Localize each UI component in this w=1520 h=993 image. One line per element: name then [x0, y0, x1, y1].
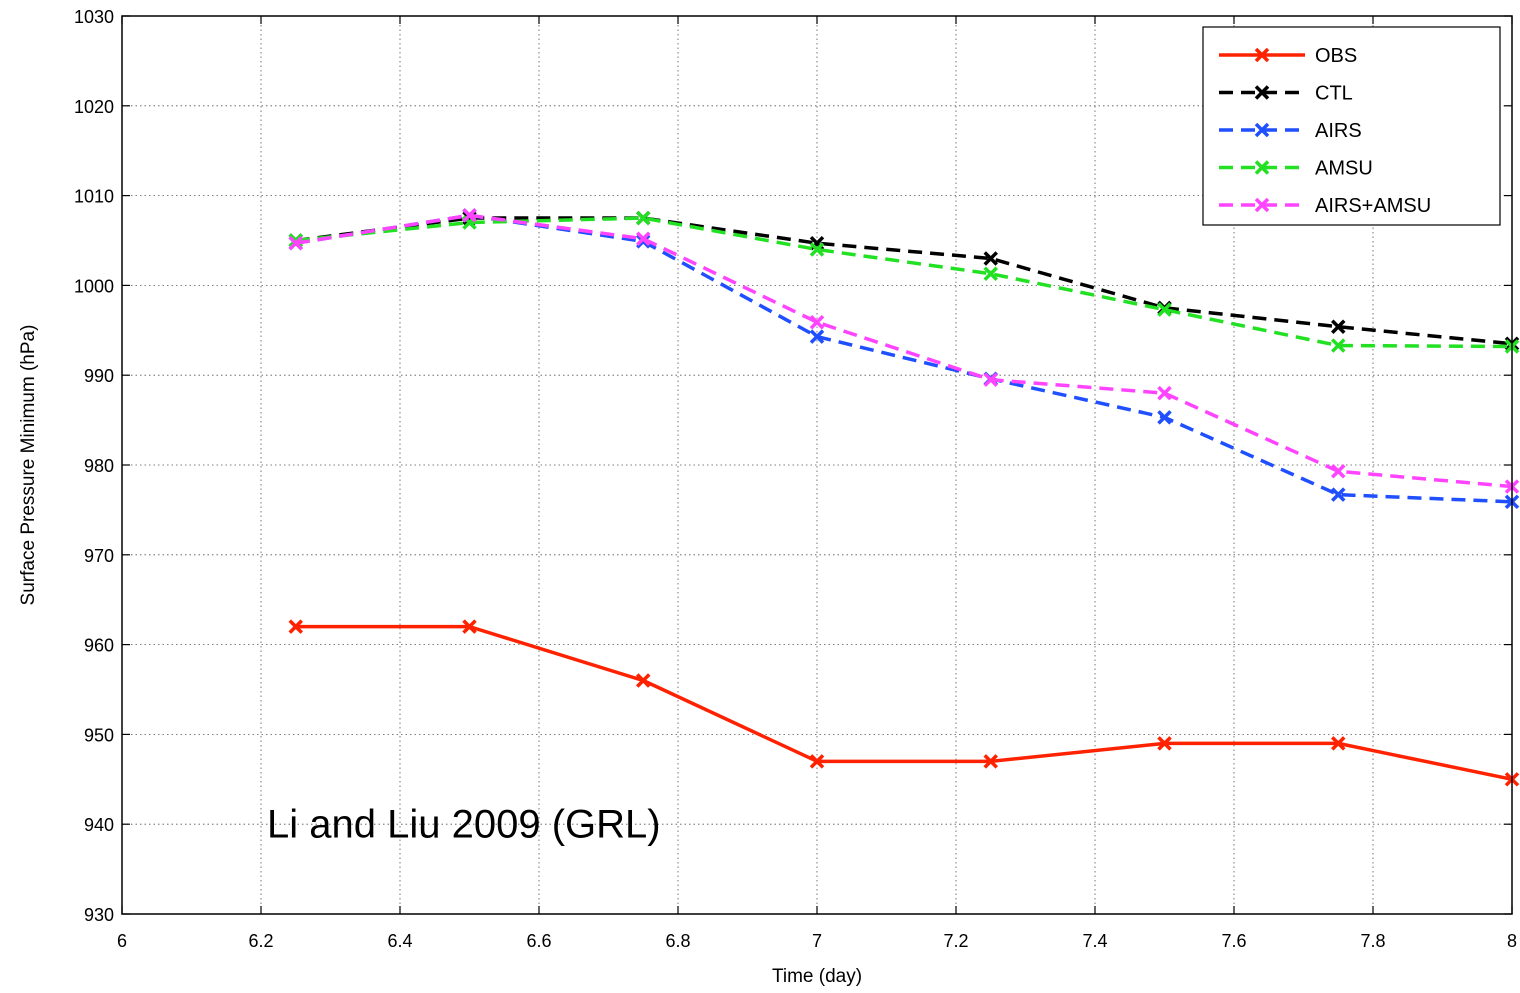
x-tick-label: 6 — [117, 931, 127, 951]
y-tick-label: 980 — [84, 456, 114, 476]
legend-marker-ctl — [1254, 85, 1270, 100]
point-marker-amsu — [1157, 302, 1172, 317]
point-marker-obs — [983, 754, 998, 769]
point-marker-obs — [1331, 736, 1346, 751]
point-marker-ctl — [983, 251, 998, 266]
point-marker-airs-amsu — [983, 372, 998, 387]
y-tick-label: 1000 — [74, 276, 114, 296]
point-marker-obs — [636, 673, 651, 688]
x-tick-label: 8 — [1507, 931, 1517, 951]
series-line-ctl — [295, 216, 1513, 346]
x-tick-label: 6.4 — [387, 931, 412, 951]
legend-items: OBS CTL AIRS AMSU AIRS+AMSU — [1219, 45, 1431, 217]
x-tick-label: 7.6 — [1221, 931, 1246, 951]
point-marker-amsu — [1331, 338, 1346, 353]
legend-item-airs: AIRS — [1219, 120, 1362, 142]
legend-item-ctl: CTL — [1219, 83, 1353, 105]
point-marker-airs-amsu — [288, 235, 303, 251]
series-line-airs-amsu — [295, 213, 1513, 489]
point-marker-obs — [462, 619, 477, 634]
x-axis-label: Time (day) — [772, 966, 862, 987]
x-tick-label: 6.8 — [665, 931, 690, 951]
series-line-airs — [295, 213, 1513, 504]
point-marker-airs-amsu — [636, 231, 651, 246]
legend-marker-amsu — [1254, 160, 1270, 175]
legend-marker-airs — [1254, 122, 1270, 138]
series-line-obs — [295, 624, 1513, 782]
x-tick-label: 6.6 — [526, 931, 551, 951]
series-line-amsu — [295, 216, 1513, 349]
point-marker-amsu — [636, 210, 651, 226]
point-marker-ctl — [1331, 319, 1346, 334]
y-tick-label: 1030 — [74, 7, 114, 27]
legend-item-amsu: AMSU — [1219, 158, 1373, 180]
legend-item-airs-amsu: AIRS+AMSU — [1219, 195, 1431, 217]
x-tick-label: 7.8 — [1360, 931, 1385, 951]
y-axis-label: Surface Pressure Minimum (hPa) — [18, 325, 39, 606]
legend-label-airs-amsu: AIRS+AMSU — [1315, 195, 1431, 217]
x-tick-label: 7 — [812, 931, 822, 951]
y-tick-label: 960 — [84, 636, 114, 656]
series-ctl — [288, 210, 1520, 352]
point-marker-airs — [636, 234, 651, 249]
point-marker-airs-amsu — [1331, 464, 1346, 479]
legend-label-amsu: AMSU — [1315, 158, 1373, 180]
point-marker-obs — [809, 754, 825, 769]
x-tick-label: 6.2 — [248, 931, 273, 951]
legend-label-ctl: CTL — [1315, 83, 1353, 105]
legend-box — [1202, 26, 1501, 226]
x-tick-label: 7.2 — [943, 931, 968, 951]
point-marker-airs-amsu — [1157, 385, 1172, 401]
y-tick-label: 940 — [84, 815, 114, 835]
legend-marker-obs — [1254, 47, 1270, 63]
point-marker-amsu — [809, 242, 825, 257]
legend-label-airs: AIRS — [1315, 120, 1362, 142]
series-airs — [288, 208, 1520, 510]
point-marker-airs-amsu — [809, 314, 825, 330]
series-lines — [288, 208, 1520, 787]
x-tick-label: 7.4 — [1082, 931, 1107, 951]
y-tick-label: 1010 — [74, 187, 114, 207]
series-airs-amsu — [288, 208, 1520, 494]
y-tick-label: 970 — [84, 546, 114, 566]
point-marker-airs — [1331, 487, 1346, 502]
axis-ticks: 6 6.2 6.4 6.6 6.8 7 7.2 7.4 7.6 7.8 8 930 940 950 960 9… — [74, 7, 1517, 951]
point-marker-airs-amsu — [462, 208, 477, 223]
y-tick-label: 990 — [84, 366, 114, 386]
point-marker-amsu — [288, 233, 303, 248]
legend-item-obs: OBS — [1219, 45, 1357, 67]
y-tick-label: 950 — [84, 725, 114, 745]
point-marker-airs — [809, 329, 825, 344]
citation-annotation: Li and Liu 2009 (GRL) — [267, 803, 661, 847]
point-marker-amsu — [983, 266, 998, 281]
point-marker-airs — [1157, 410, 1172, 425]
legend: OBS CTL AIRS AMSU AIRS+AMSU — [1202, 26, 1501, 226]
point-marker-obs — [288, 619, 303, 634]
point-marker-obs — [1157, 736, 1172, 751]
y-tick-label: 1020 — [74, 97, 114, 117]
series-obs — [288, 619, 1520, 787]
legend-label-obs: OBS — [1315, 45, 1357, 67]
y-tick-label: 930 — [84, 905, 114, 925]
legend-marker-airs-amsu — [1254, 197, 1270, 213]
